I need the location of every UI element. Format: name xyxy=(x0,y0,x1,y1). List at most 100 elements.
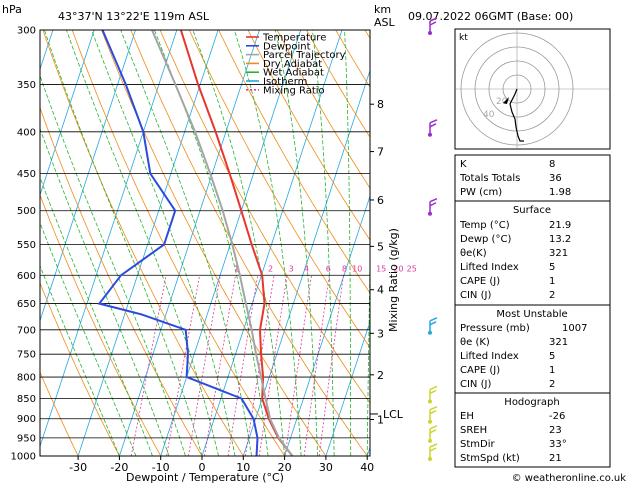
surface-title: Surface xyxy=(513,205,551,216)
wind-barb-flag xyxy=(429,447,437,452)
pressure-tick-label: 300 xyxy=(17,26,36,37)
datetime-title: 09.07.2022 06GMT (Base: 00) xyxy=(408,10,573,23)
mixing-ratio-line xyxy=(245,275,275,456)
wind-barb-flag xyxy=(429,202,437,207)
wind-barb-flag xyxy=(429,389,437,395)
isotherm-line xyxy=(0,30,12,456)
mixing-ratio-value-label: 10 xyxy=(352,264,362,273)
pressure-tick-label: 1000 xyxy=(11,452,36,463)
wind-barb-flag xyxy=(429,123,437,128)
legend-label: Dewpoint xyxy=(263,41,311,52)
wind-barb-flag xyxy=(429,198,438,203)
surface-value-thetae: 321 xyxy=(549,248,568,259)
isotherm-line xyxy=(284,194,370,456)
wind-barb-flag xyxy=(429,425,438,430)
surface-value-dewp: 13.2 xyxy=(549,234,571,245)
wet-adiabat-line xyxy=(154,30,269,456)
wet-adiabat-line xyxy=(66,30,219,456)
km-tick-label: 6 xyxy=(377,194,384,207)
hodo-label-sreh: SREH xyxy=(460,425,487,436)
km-tick-label: 3 xyxy=(377,327,384,340)
mixing-ratio-labels: 1 2 3 4 6 8 10 15 20 25 xyxy=(234,264,417,273)
hodograph-ring-label-20: 20 xyxy=(496,97,508,107)
mixing-ratio-value-label: 1 xyxy=(234,264,239,273)
sounding-series xyxy=(97,30,294,456)
wind-barb-flag xyxy=(429,21,437,26)
wind-barb-dot xyxy=(428,31,432,35)
mixing-ratio-line xyxy=(303,275,330,456)
mixing-ratio-axis-label: Mixing Ratio (g/kg) xyxy=(387,228,400,332)
km-tick-label: 4 xyxy=(377,284,384,297)
isotherm-line xyxy=(325,320,370,456)
mu-value-pressure: 1007 xyxy=(562,323,587,334)
mu-value-li: 5 xyxy=(549,351,555,362)
wind-barb-dot xyxy=(428,419,432,424)
hodograph-table: Hodograph EH -26 SREH 23 StmDir 33° StmS… xyxy=(454,392,611,468)
pressure-tick-label: 700 xyxy=(17,325,36,336)
hodo-label-eh: EH xyxy=(460,411,474,422)
hodograph-unit-label: kt xyxy=(459,33,468,43)
parcel-trajectory-line xyxy=(151,30,294,456)
surface-box xyxy=(454,200,611,306)
mixing-ratio-value-label: 6 xyxy=(326,264,331,273)
wind-barb-dot xyxy=(428,399,432,404)
km-tick-label: 8 xyxy=(377,98,384,111)
most-unstable-box xyxy=(454,304,611,394)
legend-label: Parcel Trajectory xyxy=(263,50,346,61)
legend-label: Isotherm xyxy=(263,77,307,88)
hodo-value-sreh: 23 xyxy=(549,425,562,436)
mixing-ratio-line xyxy=(318,275,344,456)
most-unstable-table: Most Unstable Pressure (mb) 1007 θe (K) … xyxy=(454,304,611,394)
mixing-ratio-value-label: 8 xyxy=(342,264,347,273)
wind-barb-flag xyxy=(429,119,438,124)
isotherm-line xyxy=(242,69,370,456)
background-lines xyxy=(0,30,370,456)
surface-value-temp: 21.9 xyxy=(549,220,571,231)
isotherm-line xyxy=(40,30,178,448)
isotherm-line xyxy=(160,30,302,456)
hpa-unit-label: hPa xyxy=(2,3,22,16)
hodo-value-stmdir: 33° xyxy=(549,439,567,450)
isotherm-line xyxy=(201,30,343,456)
index-label-pw: PW (cm) xyxy=(460,187,502,198)
dry-adiabat-line xyxy=(40,106,203,456)
mu-label-cin: CIN (J) xyxy=(460,379,491,390)
lcl-label: LCL xyxy=(383,408,404,421)
index-label-tt: Totals Totals xyxy=(459,173,520,184)
wind-barb-flag xyxy=(429,321,437,326)
wind-barb-flag xyxy=(429,429,437,434)
index-value-tt: 36 xyxy=(549,173,562,184)
indices-table: K 8 Totals Totals 36 PW (cm) 1.98 xyxy=(454,154,611,202)
hodo-value-eh: -26 xyxy=(549,411,565,422)
wind-barb-flag xyxy=(429,443,438,448)
mu-label-cape: CAPE (J) xyxy=(460,365,500,376)
surface-value-cin: 2 xyxy=(549,290,555,301)
isotherm-line xyxy=(77,30,219,456)
mu-value-cape: 1 xyxy=(549,365,555,376)
hodograph-table-title: Hodograph xyxy=(504,397,559,408)
hodo-label-stmspd: StmSpd (kt) xyxy=(460,453,520,464)
wind-barb-dot xyxy=(428,457,432,461)
temperature-line xyxy=(179,30,294,456)
mixing-ratio-line xyxy=(166,275,200,456)
hodograph-table-box xyxy=(454,392,611,468)
mixing-ratio-value-label: 2 xyxy=(268,264,273,273)
mixing-ratio-line xyxy=(284,275,312,456)
wet-adiabat-line xyxy=(344,30,352,456)
x-tick-label: -10 xyxy=(152,461,170,474)
legend-label: Temperature xyxy=(262,33,326,44)
mu-label-pressure: Pressure (mb) xyxy=(460,323,530,334)
pressure-tick-label: 500 xyxy=(17,206,36,217)
dry-adiabat-line xyxy=(276,30,370,189)
mixing-ratio-value-label: 3 xyxy=(289,264,294,273)
km-axis: 8 7 6 5 4 3 2 1 LCL xyxy=(369,30,404,456)
x-tick-label: -30 xyxy=(69,461,87,474)
dry-adiabat-line xyxy=(247,30,370,241)
mixing-ratio-line xyxy=(258,275,288,456)
mu-value-cin: 2 xyxy=(549,379,555,390)
index-label-k: K xyxy=(460,159,467,170)
wind-barb-dot xyxy=(428,330,432,335)
surface-value-li: 5 xyxy=(549,262,555,273)
